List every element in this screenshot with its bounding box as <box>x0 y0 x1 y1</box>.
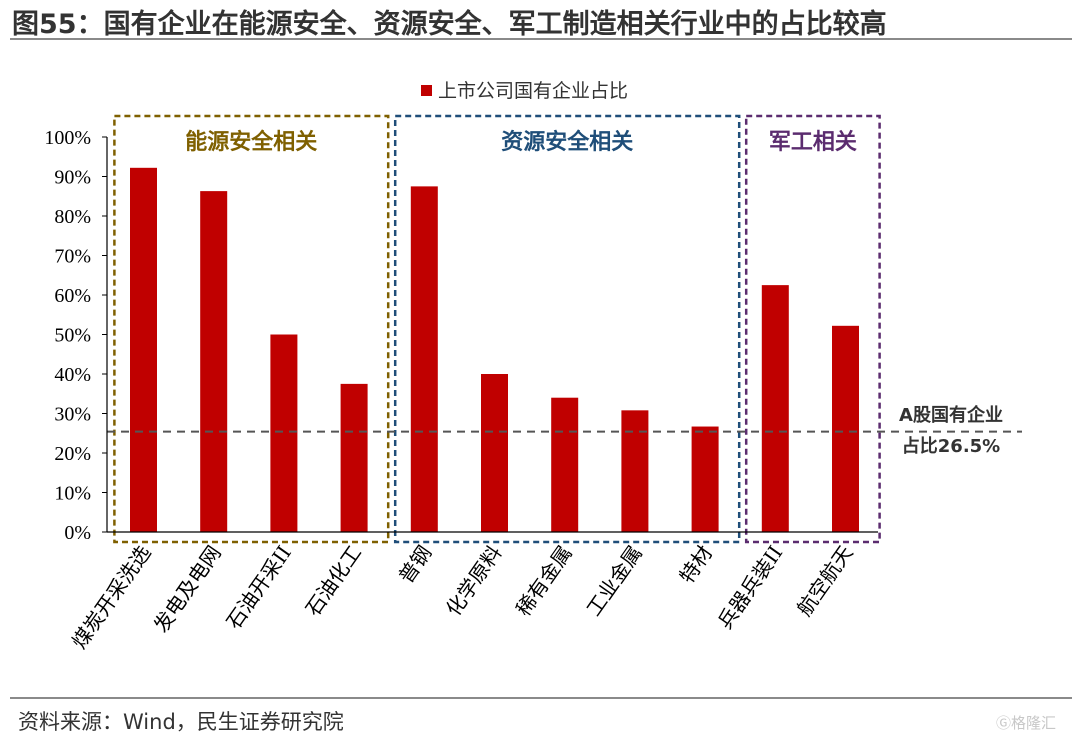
figure-title: 图55：国有企业在能源安全、资源安全、军工制造相关行业中的占比较高 <box>12 9 887 40</box>
y-tick-label-5: 50% <box>54 325 91 347</box>
x-tick-label-2: 石油开采II <box>221 541 296 633</box>
x-tick-label-6: 稀有金属 <box>511 541 577 620</box>
x-tick-label-10: 航空航天 <box>792 541 858 620</box>
bar-8 <box>691 426 719 532</box>
watermark-text: 格隆汇 <box>1011 714 1057 732</box>
axes: 0% 10% 20% 30% 40% 50% 60% 70% 80% 90% 100% 煤炭开采洗选发… <box>44 127 878 653</box>
y-tick-label-7: 70% <box>54 246 91 268</box>
bar-7 <box>621 410 649 532</box>
y-tick-label-6: 60% <box>54 285 91 307</box>
title-divider <box>10 38 1072 40</box>
reference-label-line1: A股国有企业 <box>899 404 1003 426</box>
y-tick-label-9: 90% <box>54 167 91 189</box>
bar-9 <box>761 285 789 532</box>
x-tick-label-4: 普钢 <box>394 541 437 588</box>
bar-5 <box>481 374 508 532</box>
bar-1 <box>200 191 228 533</box>
group-box-1 <box>393 114 741 544</box>
bar-4 <box>410 186 438 532</box>
bar-0 <box>130 167 157 532</box>
legend-swatch <box>421 85 432 96</box>
y-tick-label-2: 20% <box>54 443 91 465</box>
y-tick-label-0: 0% <box>64 522 91 544</box>
bar-10 <box>832 325 859 532</box>
group-box-2 <box>744 114 881 544</box>
x-tick-label-8: 特材 <box>675 541 718 588</box>
y-tick-label-8: 80% <box>54 206 91 228</box>
x-tick-label-3: 石油化工 <box>301 541 367 620</box>
x-tick-label-7: 工业金属 <box>581 541 647 620</box>
legend-label: 上市公司国有企业占比 <box>438 80 628 102</box>
x-tick-label-1: 发电及电网 <box>149 541 226 637</box>
watermark-icon: Ⓖ <box>996 714 1012 732</box>
x-tick-label-9: 兵器兵装II <box>713 541 788 633</box>
x-tick-label-5: 化学原料 <box>441 541 507 620</box>
legend: 上市公司国有企业占比 <box>421 80 628 102</box>
group-label-1: 资源安全相关 <box>501 129 633 155</box>
bar-2 <box>270 334 298 532</box>
y-tick-label-10: 100% <box>44 127 91 149</box>
y-tick-label-1: 10% <box>54 483 91 505</box>
group-label-0: 能源安全相关 <box>185 129 317 155</box>
y-tick-label-3: 30% <box>54 404 91 426</box>
bar-3 <box>340 383 368 532</box>
group-label-2: 军工相关 <box>769 130 857 155</box>
bars <box>130 167 859 533</box>
reference-label-line2: 占比26.5% <box>902 435 1000 457</box>
footer-divider <box>10 697 1072 699</box>
y-tick-label-4: 40% <box>54 364 91 386</box>
group-boxes: 能源安全相关 资源安全相关 军工相关 <box>113 114 881 544</box>
watermark-logo: Ⓖ格隆汇 <box>996 712 1056 733</box>
bar-6 <box>551 397 579 532</box>
source-note: 资料来源：Wind，民生证券研究院 <box>18 710 344 734</box>
x-tick-label-0: 煤炭开采洗选 <box>67 541 155 653</box>
